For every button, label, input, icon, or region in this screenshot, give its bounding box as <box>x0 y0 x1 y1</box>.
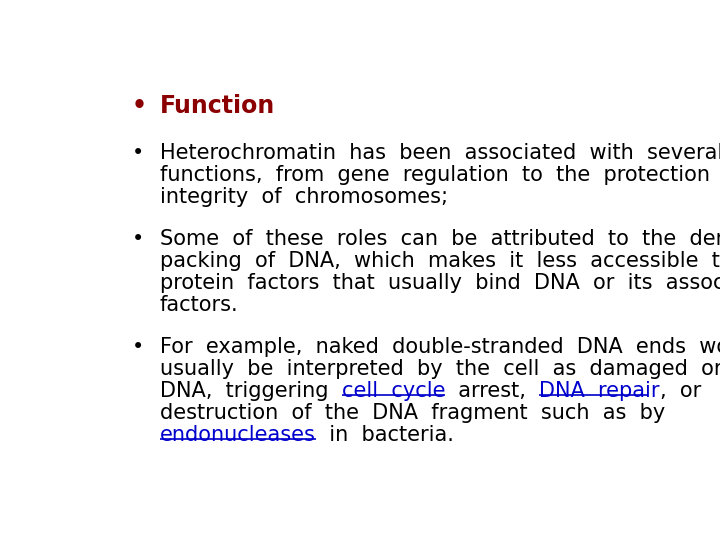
Text: in  bacteria.: in bacteria. <box>315 425 454 445</box>
Text: DNA,  triggering: DNA, triggering <box>160 381 341 401</box>
Text: •: • <box>132 143 144 163</box>
Text: arrest,: arrest, <box>445 381 539 401</box>
Text: destruction  of  the  DNA  fragment  such  as  by: destruction of the DNA fragment such as … <box>160 403 665 423</box>
Text: functions,  from  gene  regulation  to  the  protection  of  the: functions, from gene regulation to the p… <box>160 165 720 185</box>
Text: endonucleases: endonucleases <box>160 425 315 445</box>
Text: DNA  repair: DNA repair <box>539 381 660 401</box>
Text: packing  of  DNA,  which  makes  it  less  accessible  to: packing of DNA, which makes it less acce… <box>160 251 720 271</box>
Text: Some  of  these  roles  can  be  attributed  to  the  dense: Some of these roles can be attributed to… <box>160 228 720 248</box>
Text: Function: Function <box>160 94 275 118</box>
Text: ,  or: , or <box>660 381 701 401</box>
Text: •: • <box>132 337 144 357</box>
Text: protein  factors  that  usually  bind  DNA  or  its  associated: protein factors that usually bind DNA or… <box>160 273 720 293</box>
Text: factors.: factors. <box>160 295 238 315</box>
Text: For  example,  naked  double-stranded  DNA  ends  would: For example, naked double-stranded DNA e… <box>160 337 720 357</box>
Text: •: • <box>132 94 147 118</box>
Text: integrity  of  chromosomes;: integrity of chromosomes; <box>160 187 448 207</box>
Text: Heterochromatin  has  been  associated  with  several: Heterochromatin has been associated with… <box>160 143 720 163</box>
Text: •: • <box>132 228 144 248</box>
Text: usually  be  interpreted  by  the  cell  as  damaged  or  viral: usually be interpreted by the cell as da… <box>160 359 720 379</box>
Text: cell  cycle: cell cycle <box>341 381 445 401</box>
